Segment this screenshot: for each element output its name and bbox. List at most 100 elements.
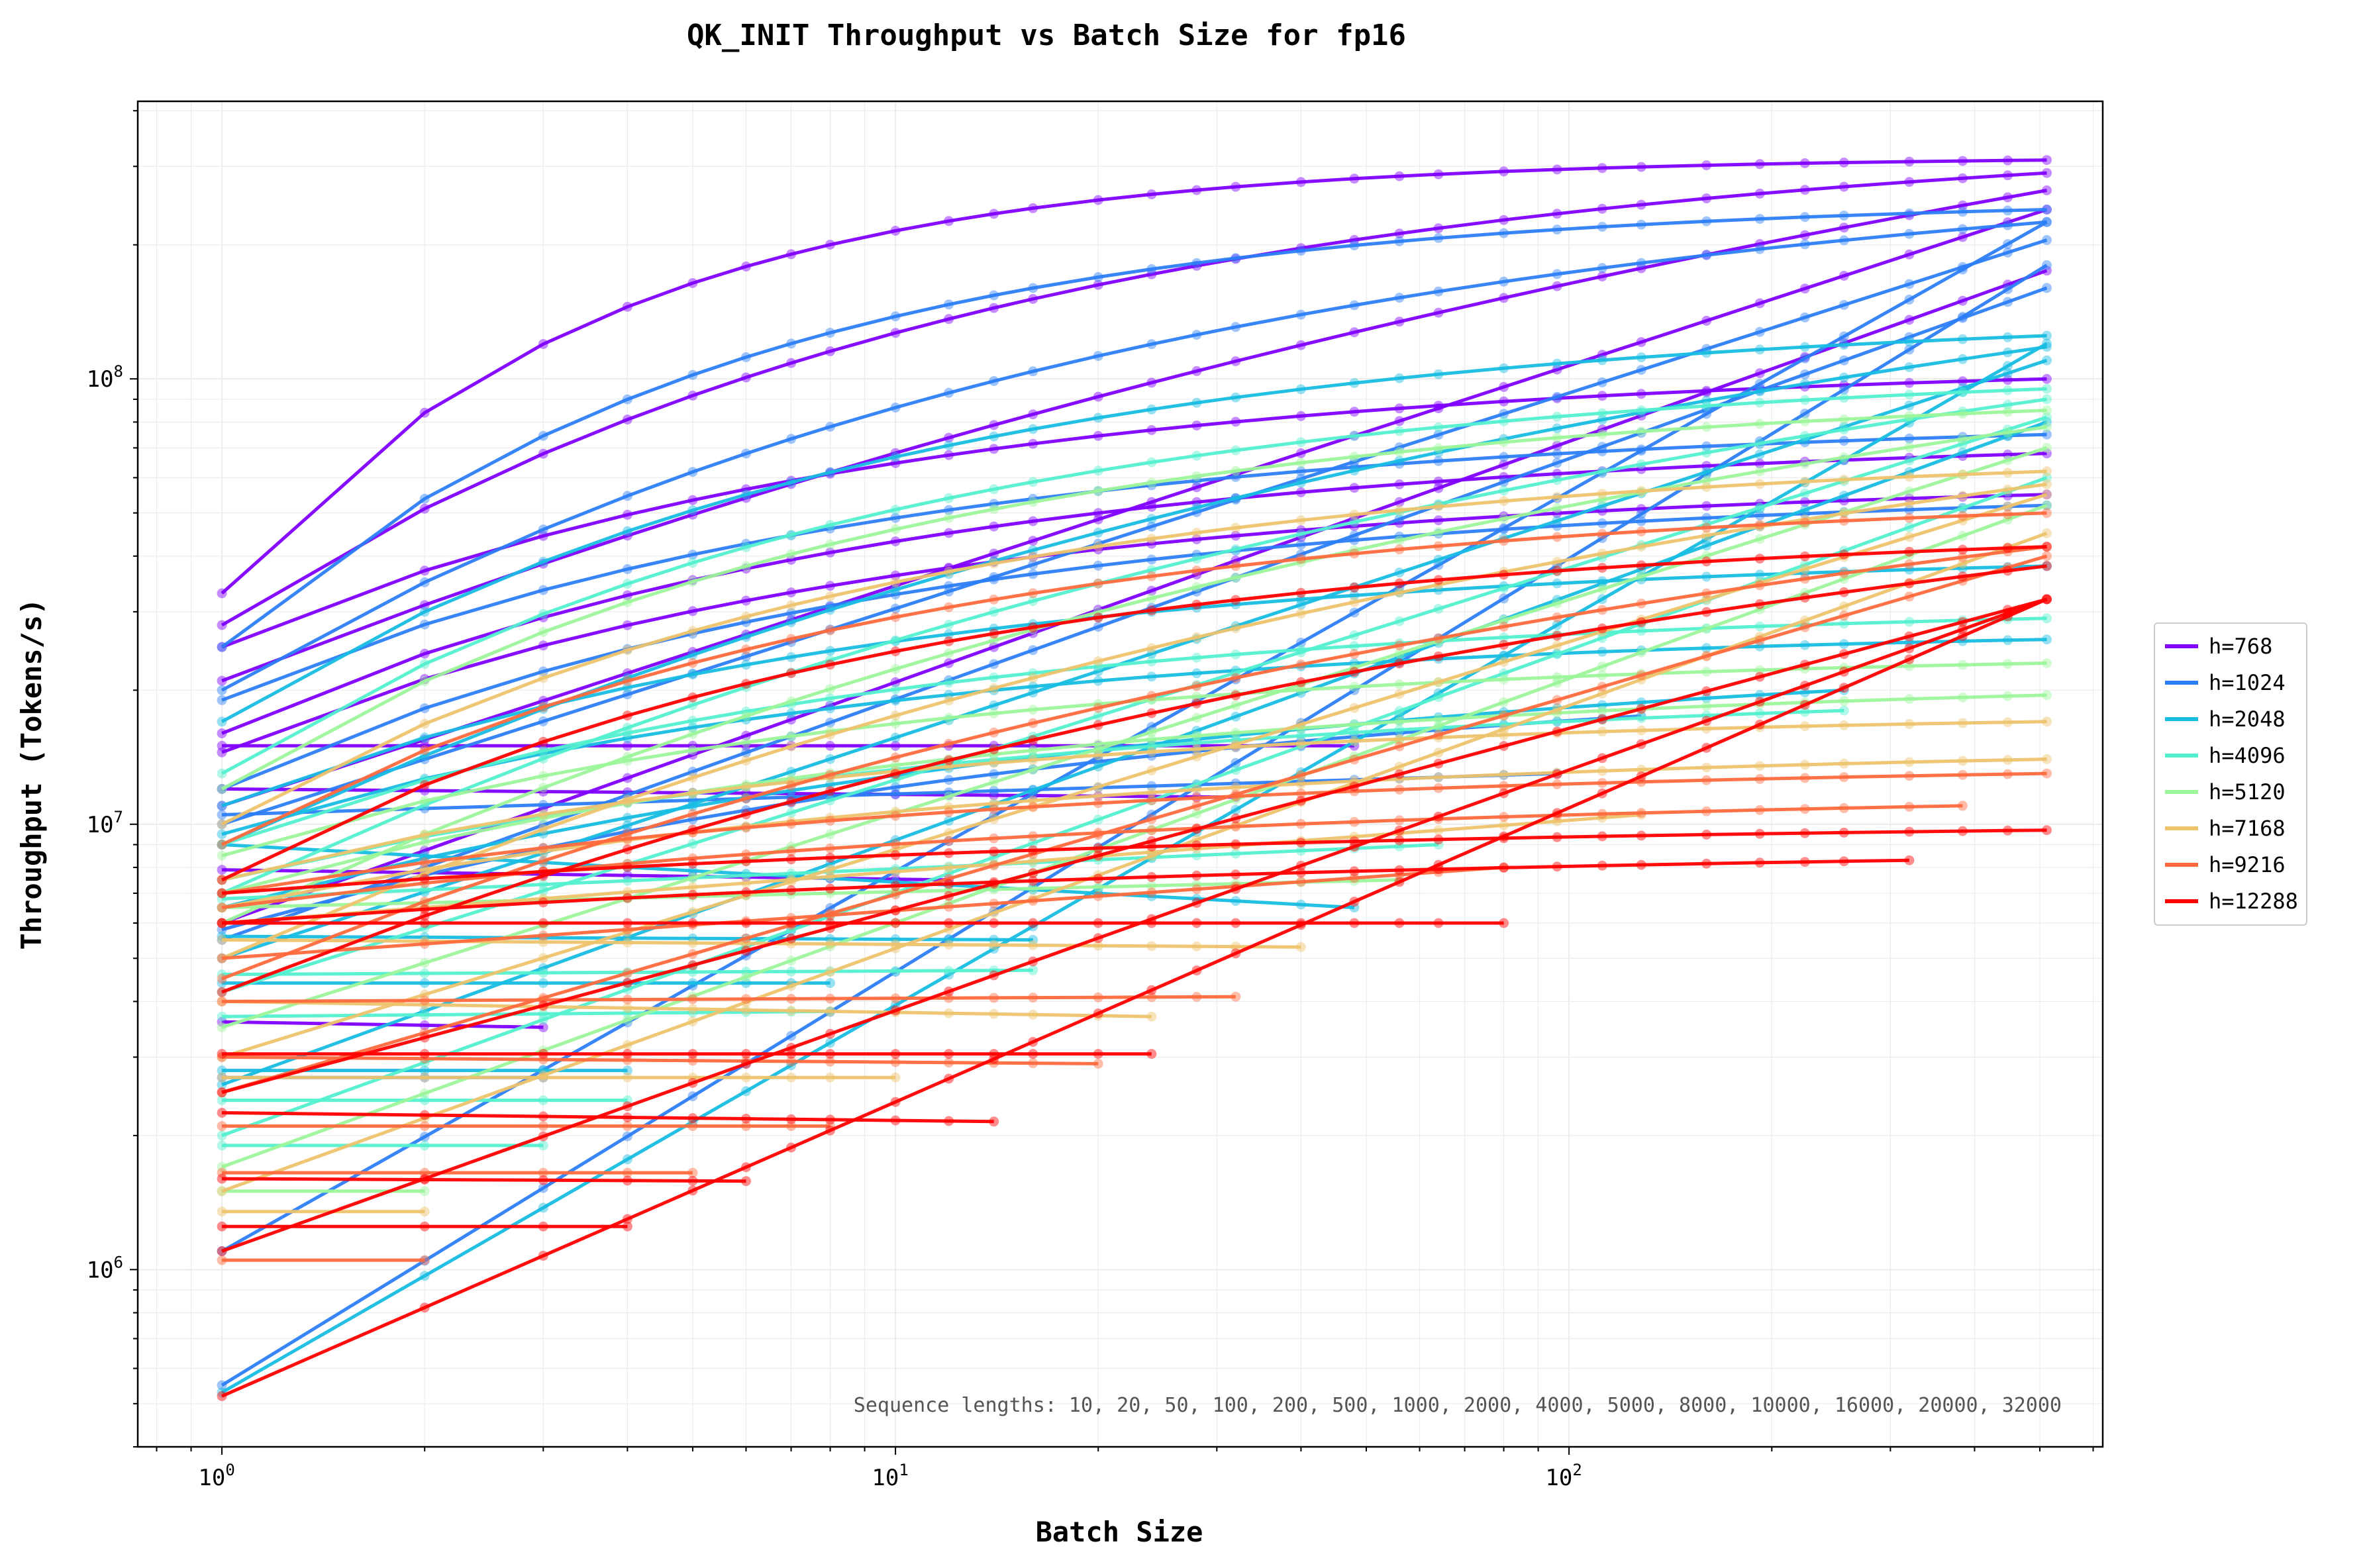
data-point [1799, 700, 1810, 710]
series-line [222, 938, 1301, 949]
data-point [1552, 695, 1562, 705]
data-point [1799, 828, 1810, 838]
series-group [217, 155, 2052, 1401]
data-point [687, 1016, 698, 1027]
data-point [1433, 677, 1444, 687]
data-point [217, 1065, 227, 1076]
data-point [1349, 630, 1360, 640]
data-point [1754, 379, 1765, 389]
data-point [1904, 336, 1915, 347]
data-point [687, 558, 698, 568]
data-point [622, 1008, 632, 1018]
data-point [944, 619, 954, 630]
data-point [1499, 437, 1509, 448]
data-point [538, 448, 548, 459]
data-point [1028, 875, 1038, 886]
data-point [419, 1020, 430, 1030]
data-point [1191, 898, 1202, 908]
data-point [825, 779, 835, 790]
data-point [1146, 605, 1157, 616]
data-point [1957, 631, 1968, 641]
data-point [786, 696, 797, 707]
data-point [1499, 640, 1509, 650]
data-point [2042, 466, 2052, 477]
data-point [1957, 200, 1968, 211]
data-point [1799, 395, 1810, 405]
data-point [1904, 637, 1915, 648]
data-point [2003, 484, 2013, 495]
data-point [1754, 159, 1765, 170]
data-point [741, 933, 751, 944]
data-point [1394, 724, 1405, 735]
data-point [890, 403, 901, 413]
data-point [419, 703, 430, 714]
data-point [1295, 719, 1306, 730]
data-point [989, 940, 999, 950]
data-point [622, 834, 632, 844]
data-point [944, 629, 954, 640]
data-point [989, 484, 999, 495]
y-tick-label: 107 [87, 808, 123, 838]
data-point [741, 971, 751, 982]
data-point [1754, 773, 1765, 784]
series-line [221, 425, 2047, 925]
data-point [622, 893, 632, 903]
data-point [1349, 866, 1360, 877]
data-point [217, 987, 227, 997]
data-point [2042, 594, 2052, 605]
data-point [1028, 366, 1038, 377]
data-point [1093, 560, 1103, 571]
data-point [1957, 232, 1968, 242]
data-point [944, 848, 954, 858]
data-point [1957, 692, 1968, 703]
data-point [1597, 163, 1607, 173]
data-point [825, 717, 835, 728]
data-point [1838, 491, 1849, 501]
data-point [741, 748, 751, 758]
data-point [2042, 405, 2052, 416]
data-point [1701, 742, 1712, 753]
data-point [1231, 765, 1241, 775]
data-point [741, 595, 751, 606]
data-point [1799, 342, 1810, 352]
data-point [1349, 836, 1360, 847]
data-point [786, 807, 797, 818]
data-point [1957, 434, 1968, 444]
data-point [687, 949, 698, 959]
series-line [221, 469, 2047, 826]
data-point [1146, 656, 1157, 667]
data-point [1957, 173, 1968, 183]
data-point [1093, 703, 1103, 713]
data-point [1597, 689, 1607, 699]
data-point [1191, 528, 1202, 538]
data-point [1799, 707, 1810, 717]
data-point [622, 682, 632, 693]
data-point [1295, 411, 1306, 421]
data-point [1754, 479, 1765, 489]
data-point [1799, 488, 1810, 499]
data-point [2003, 399, 2013, 410]
data-point [944, 738, 954, 749]
data-point [989, 744, 999, 755]
data-point [538, 430, 548, 441]
data-point [2042, 825, 2052, 836]
data-point [825, 795, 835, 806]
data-point [944, 993, 954, 1003]
data-point [1231, 742, 1241, 752]
data-point [786, 549, 797, 560]
data-point [1552, 358, 1562, 369]
x-tick-label: 100 [198, 1461, 234, 1491]
data-point [1957, 264, 1968, 275]
data-point [1754, 214, 1765, 224]
data-point [1295, 594, 1306, 605]
data-point [2042, 613, 2052, 624]
data-point [1904, 643, 1915, 654]
data-point [1093, 750, 1103, 761]
data-point [1636, 459, 1646, 469]
data-point [687, 766, 698, 777]
data-point [741, 617, 751, 627]
data-point [687, 369, 698, 380]
data-point [1957, 438, 1968, 449]
data-point [538, 842, 548, 853]
data-point [825, 871, 835, 882]
